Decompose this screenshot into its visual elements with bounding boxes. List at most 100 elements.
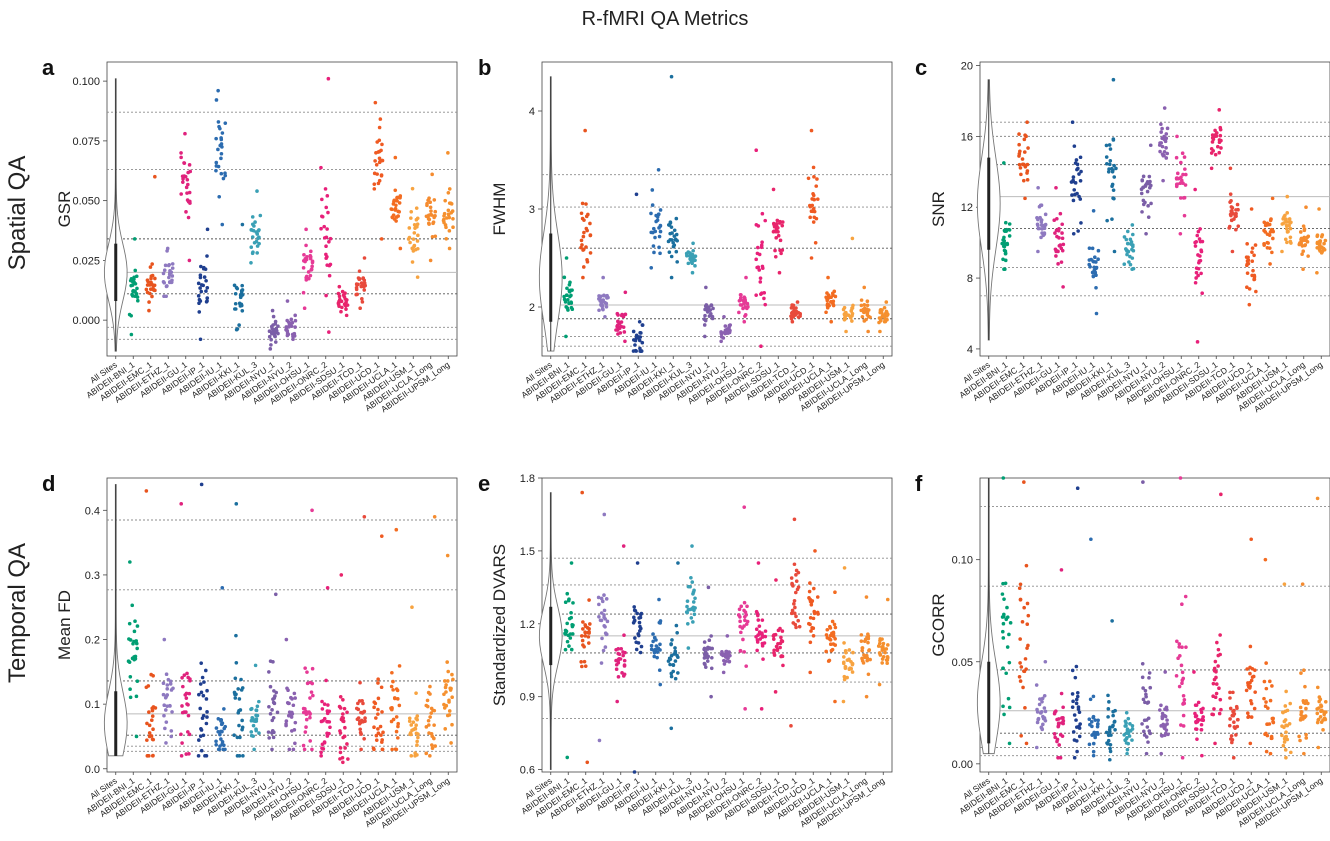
- data-point: [320, 699, 324, 704]
- data-point: [796, 315, 801, 319]
- y-tick-label: 0.050: [72, 196, 100, 208]
- data-point: [810, 599, 815, 603]
- data-point: [250, 716, 255, 720]
- data-point: [790, 581, 794, 586]
- data-point: [772, 651, 776, 655]
- data-point: [389, 684, 394, 689]
- data-point: [1284, 223, 1289, 228]
- data-point: [601, 648, 606, 653]
- data-point: [880, 648, 885, 652]
- data-point: [600, 306, 605, 311]
- data-point: [1091, 715, 1096, 720]
- data-point: [1217, 150, 1222, 155]
- data-point: [691, 248, 695, 253]
- data-point: [669, 275, 674, 280]
- data-point: [377, 125, 382, 130]
- data-point: [446, 669, 451, 674]
- data-point: [586, 635, 591, 639]
- data-point: [443, 679, 447, 683]
- data-point: [1140, 662, 1145, 666]
- data-point: [707, 314, 712, 318]
- data-point: [161, 692, 166, 697]
- data-point: [340, 715, 344, 720]
- data-point: [580, 664, 584, 669]
- data-point: [726, 331, 730, 335]
- data-point: [1322, 712, 1326, 717]
- data-point: [1130, 256, 1135, 260]
- data-point: [687, 254, 692, 258]
- data-point: [1110, 619, 1114, 623]
- data-point: [1023, 657, 1028, 661]
- data-point: [685, 622, 690, 626]
- data-point: [342, 734, 347, 739]
- data-point: [361, 701, 365, 706]
- data-point: [198, 286, 202, 290]
- data-point: [289, 695, 293, 700]
- data-point: [1162, 149, 1167, 154]
- data-point: [240, 718, 244, 723]
- data-point: [325, 227, 329, 231]
- data-point: [309, 267, 314, 272]
- data-point: [301, 290, 306, 295]
- data-point: [151, 705, 156, 709]
- data-point: [760, 633, 765, 638]
- data-point: [771, 230, 776, 234]
- data-point: [1108, 749, 1113, 754]
- data-point: [161, 271, 166, 276]
- data-point: [1284, 755, 1288, 760]
- data-point: [308, 696, 312, 700]
- y-tick-label: 1.5: [520, 546, 535, 558]
- data-point: [1322, 241, 1326, 246]
- data-point: [1007, 741, 1012, 746]
- data-point: [340, 305, 344, 310]
- data-point: [392, 199, 396, 204]
- data-point: [199, 289, 204, 294]
- data-point: [1176, 656, 1180, 661]
- data-point: [240, 686, 245, 690]
- data-point: [1112, 163, 1116, 168]
- data-point: [180, 710, 185, 715]
- data-point: [616, 332, 620, 336]
- data-point: [635, 611, 639, 616]
- data-point: [336, 302, 341, 307]
- data-point: [668, 662, 672, 667]
- data-point: [1317, 207, 1321, 211]
- data-point: [380, 710, 384, 714]
- data-point: [205, 254, 209, 258]
- data-point: [1004, 671, 1009, 676]
- data-point: [1302, 227, 1307, 231]
- data-point: [362, 514, 367, 519]
- data-point: [1079, 169, 1083, 174]
- data-point: [269, 337, 273, 342]
- data-point: [163, 708, 168, 712]
- data-point: [792, 517, 797, 522]
- data-point: [1200, 239, 1205, 244]
- data-point: [1078, 178, 1083, 183]
- data-point: [1160, 734, 1164, 738]
- data-point: [603, 617, 607, 621]
- data-point: [1005, 645, 1010, 649]
- data-point: [1229, 205, 1234, 209]
- data-point: [703, 665, 708, 669]
- data-point: [1108, 746, 1112, 751]
- data-point: [252, 719, 256, 723]
- data-point: [290, 332, 295, 337]
- data-point: [1106, 693, 1110, 698]
- data-point: [310, 508, 314, 513]
- data-point: [1089, 257, 1094, 262]
- data-point: [738, 649, 743, 653]
- data-point: [239, 302, 244, 307]
- data-point: [1001, 238, 1005, 242]
- data-point: [1040, 696, 1045, 701]
- data-point: [1267, 246, 1272, 250]
- data-point: [602, 512, 607, 517]
- data-point: [203, 668, 208, 673]
- data-point: [442, 692, 446, 697]
- data-point: [1143, 688, 1148, 693]
- data-point: [1215, 640, 1219, 645]
- data-point: [1181, 181, 1185, 186]
- data-point: [1249, 678, 1254, 683]
- data-point: [1096, 257, 1100, 262]
- data-point: [345, 710, 349, 715]
- data-point: [234, 285, 239, 290]
